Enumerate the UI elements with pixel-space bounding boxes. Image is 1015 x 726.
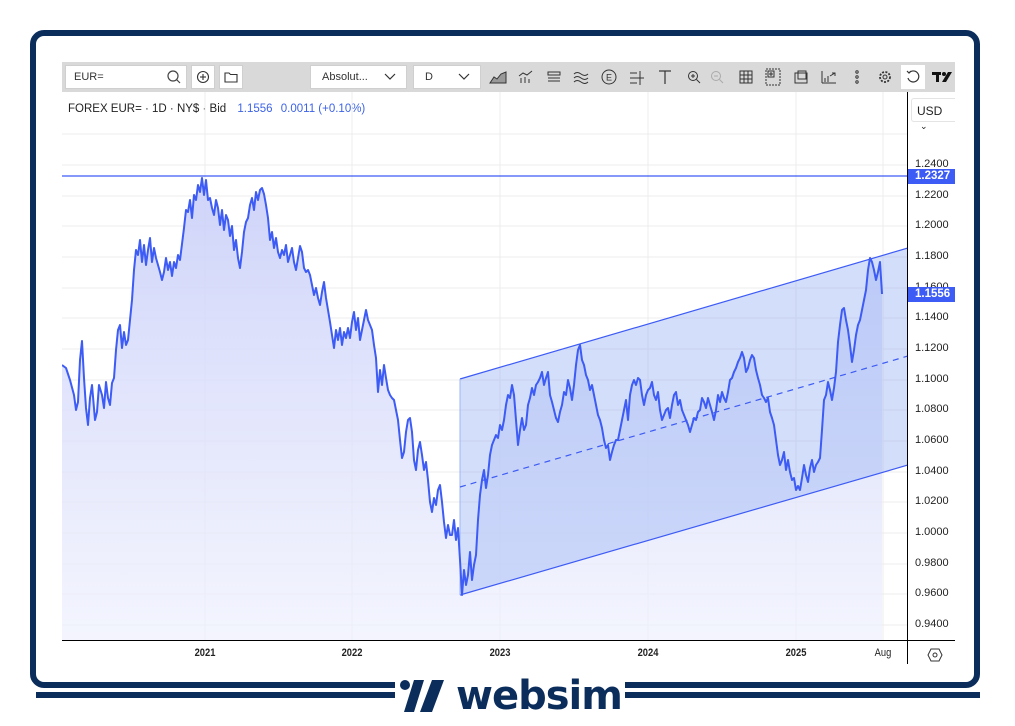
bars-button[interactable]: [545, 68, 563, 86]
price-tick: 1.2200: [915, 189, 949, 201]
websim-mark-icon: [400, 680, 445, 712]
text-tool-icon: [659, 70, 671, 84]
price-tick: 0.9400: [915, 618, 949, 630]
open-folder-button[interactable]: [219, 65, 243, 89]
price-tick: 1.0200: [915, 495, 949, 507]
zoom-out-button[interactable]: [708, 68, 726, 86]
websim-logo: websim: [395, 668, 625, 724]
bars-icon: [547, 71, 561, 82]
time-axis-border: [62, 640, 955, 641]
indicators-icon: [518, 70, 533, 83]
price-tick: 1.0400: [915, 465, 949, 477]
scale-select[interactable]: Absolut...: [310, 65, 407, 89]
price-tick: 1.1400: [915, 311, 949, 323]
events-icon: E: [601, 69, 617, 85]
price-tick: 1.2400: [915, 158, 949, 170]
interval-select-value: D: [425, 71, 433, 83]
time-tick: 2021: [194, 647, 216, 659]
zoom-out-icon: [711, 71, 724, 84]
settings-button[interactable]: [876, 68, 894, 86]
horizontal-line-price-badge: 1.2327: [908, 169, 955, 184]
price-area: [62, 178, 882, 640]
layout-icon: [794, 70, 808, 84]
tradingview-logo-icon: [932, 72, 952, 82]
price-tick: 1.2000: [915, 219, 949, 231]
price-tick: 1.1200: [915, 342, 949, 354]
folder-icon: [224, 72, 238, 83]
brand-divider-right: [625, 692, 980, 698]
tradingview-logo[interactable]: [932, 68, 955, 86]
more-icon: [855, 70, 859, 84]
events-button[interactable]: E: [600, 68, 618, 86]
chart-toolbar: EUR= Absolut... D E: [62, 62, 955, 92]
zoom-in-icon: [688, 71, 701, 84]
currency-select-value: USD: [917, 104, 943, 118]
time-tick: 2023: [489, 647, 511, 659]
layout-button[interactable]: [792, 68, 810, 86]
more-options-button[interactable]: [848, 68, 866, 86]
chart-type-button[interactable]: [489, 68, 507, 86]
legend-last-price: 1.1556: [237, 103, 273, 115]
time-tick: Aug: [874, 647, 892, 659]
price-tick: 1.0600: [915, 434, 949, 446]
price-tick: 0.9800: [915, 557, 949, 569]
currency-select[interactable]: USD ⌄: [911, 98, 955, 131]
search-icon[interactable]: [166, 69, 182, 85]
legend-change: 0.0011 (+0.10%): [280, 103, 366, 115]
area-chart-icon: [489, 71, 507, 84]
export-button[interactable]: [820, 68, 838, 86]
add-compare-button[interactable]: [191, 65, 215, 89]
time-tick: 2022: [341, 647, 363, 659]
brand-divider-left: [36, 692, 396, 698]
price-tick: 1.1800: [915, 250, 949, 262]
waves-button[interactable]: [572, 68, 590, 86]
brand-name: websim: [456, 673, 623, 719]
zoom-in-button[interactable]: [685, 68, 703, 86]
channel-median-line: [459, 355, 907, 488]
table-icon: [739, 70, 753, 84]
screenshot-icon: [765, 68, 781, 86]
chevron-down-icon: ⌄: [920, 121, 928, 131]
price-tick: 1.0800: [915, 403, 949, 415]
screenshot-button[interactable]: [764, 68, 782, 86]
svg-text:E: E: [606, 73, 612, 83]
time-tick: 2025: [785, 647, 807, 659]
reset-button[interactable]: [901, 65, 925, 89]
scale-select-value: Absolut...: [322, 71, 368, 83]
reset-icon: [906, 70, 920, 83]
price-tick: 1.0000: [915, 526, 949, 538]
symbol-input-value: EUR=: [74, 71, 104, 83]
crosshair-button[interactable]: [628, 68, 646, 86]
crosshair-icon: [630, 71, 644, 85]
axis-settings-icon[interactable]: [927, 647, 943, 663]
waves-icon: [573, 72, 589, 84]
export-icon: [821, 71, 836, 84]
time-tick: 2024: [637, 647, 659, 659]
price-tick: 1.1000: [915, 373, 949, 385]
settings-icon: [879, 71, 891, 83]
chevron-down-icon: [458, 73, 470, 80]
interval-select[interactable]: D: [413, 65, 481, 89]
last-price-badge: 1.1556: [908, 287, 955, 302]
brand-footer: websim: [0, 668, 1015, 724]
symbol-input[interactable]: EUR=: [65, 65, 187, 89]
chevron-down-icon: [384, 73, 396, 80]
legend-label: FOREX EUR= · 1D · NY$ · Bid: [68, 103, 227, 115]
indicators-button[interactable]: [517, 68, 535, 86]
channel-upper-line: [459, 247, 907, 380]
text-tool-button[interactable]: [656, 68, 674, 86]
price-axis-border: [907, 92, 908, 664]
channel-lower-line: [459, 464, 907, 596]
price-tick: 0.9600: [915, 587, 949, 599]
chart-legend: FOREX EUR= · 1D · NY$ · Bid 1.1556 0.001…: [68, 103, 365, 115]
price-chart[interactable]: [62, 92, 907, 640]
price-line: [62, 177, 883, 596]
add-compare-icon: [196, 70, 210, 84]
table-button[interactable]: [737, 68, 755, 86]
